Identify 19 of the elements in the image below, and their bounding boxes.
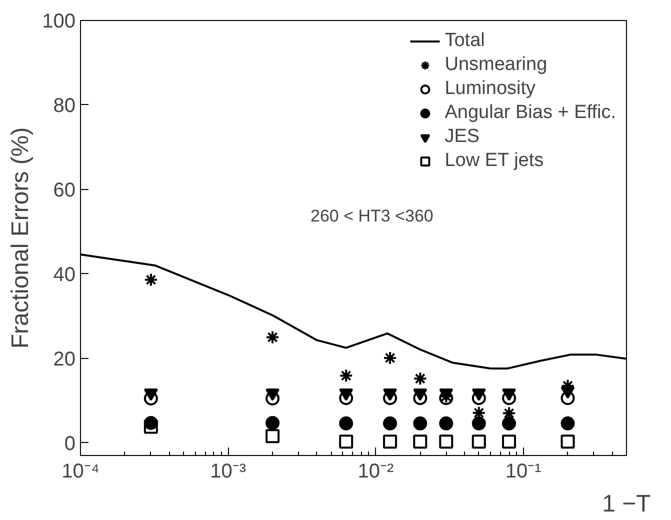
x-tick-label: 10⁻³ [210, 460, 246, 482]
legend-label: Unsmearing [444, 54, 548, 76]
y-tick-label: 0 [64, 432, 76, 455]
y-tick-label: 80 [53, 94, 76, 117]
x-axis-title: 1 −T [602, 490, 652, 518]
legend-label: Total [444, 30, 485, 52]
y-tick-label: 60 [53, 179, 76, 202]
annotation: 260 < HT3 <360 [310, 206, 434, 226]
legend-label: JES [444, 126, 480, 148]
y-tick-label: 20 [53, 348, 76, 370]
y-axis-title: Fractional Errors (%) [7, 127, 34, 349]
x-tick-label: 10⁻¹ [505, 460, 542, 482]
y-tick-label: 40 [53, 264, 76, 286]
legend-label: Angular Bias + Effic. [444, 102, 616, 124]
x-tick-label: 10⁻² [358, 460, 394, 482]
x-tick-label: 10⁻⁴ [62, 460, 100, 482]
legend-label: Low ET jets [444, 150, 544, 172]
y-tick-label: 100 [42, 10, 76, 32]
legend-label: Luminosity [444, 78, 536, 100]
